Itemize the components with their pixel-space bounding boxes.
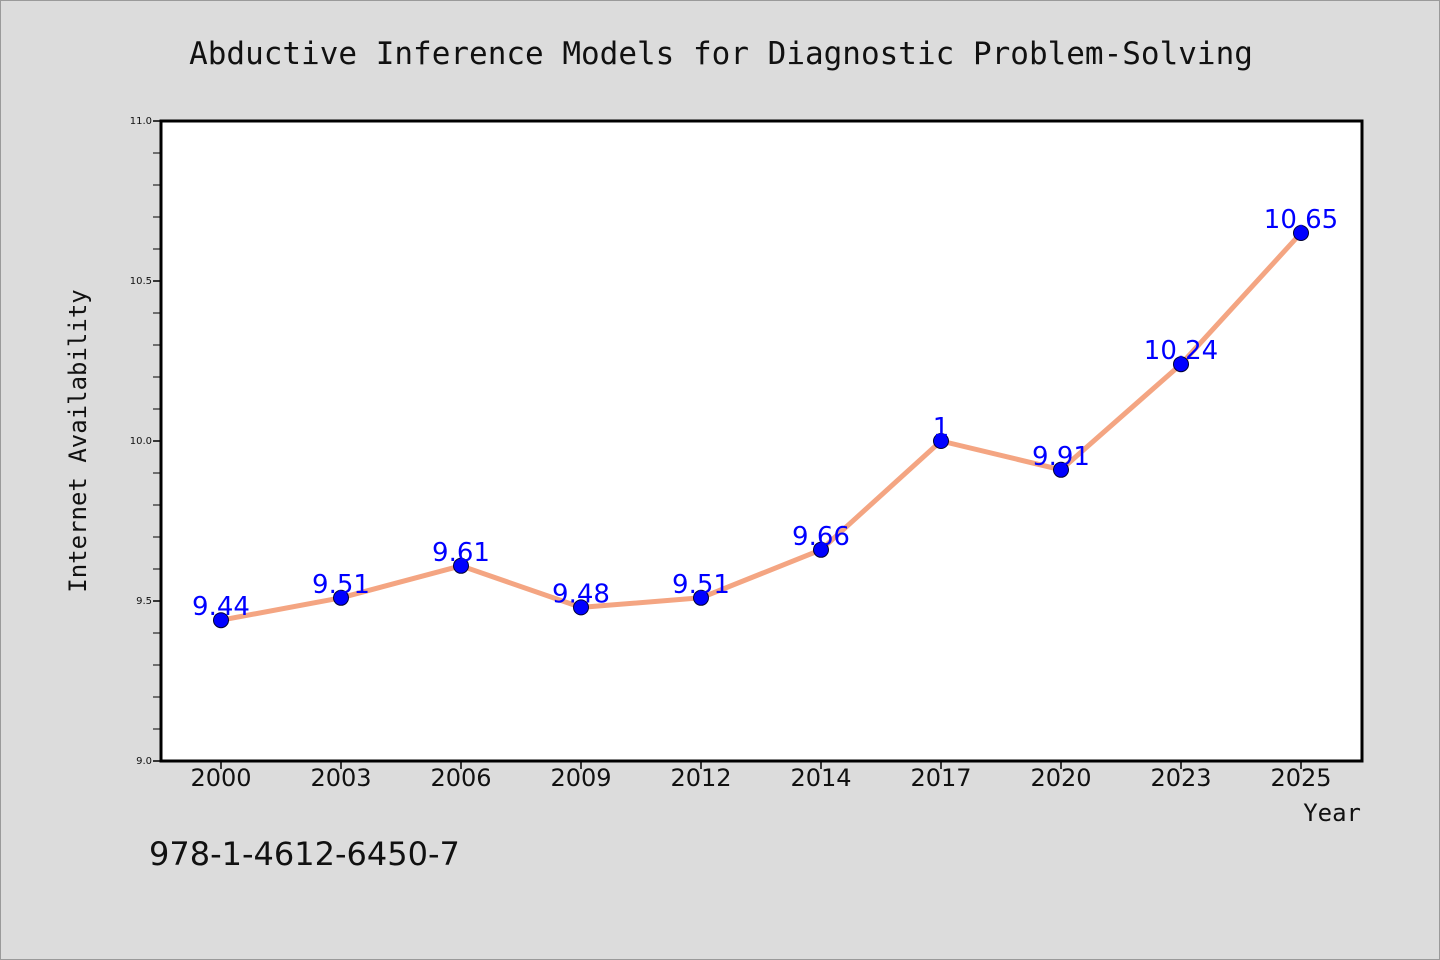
x-axis-label: Year [1303,799,1361,827]
plot-frame [159,119,1364,763]
data-label: 9.66 [792,522,850,552]
data-point-marker [453,557,469,574]
data-point-marker [933,433,949,449]
x-tick-label: 2017 [910,764,971,792]
plot-area [161,121,1362,761]
data-point-marker [1053,461,1069,478]
x-tick-label: 2006 [430,764,491,792]
x-tick-label: 2014 [790,764,851,792]
x-tick-label: 2020 [1030,764,1091,792]
data-point-marker [693,589,709,606]
data-point-marker [333,589,349,606]
data-point-marker [1293,225,1309,241]
data-label: 9.44 [192,592,250,622]
y-tick-label: 10.0 [130,436,152,447]
data-label: 9.48 [552,579,610,609]
data-point-marker [1173,356,1189,373]
y-axis-label: Internet Availability [64,289,92,592]
y-tick-label: 10.5 [130,276,152,287]
data-point-marker [813,541,829,558]
y-axis: 9.0 9.5 10.0 10.5 11.0 [130,116,161,767]
series-layer: 9.44 9.51 9.61 9.48 9.51 9.66 1 9.91 10.24 10.65 [192,205,1338,629]
x-tick-label: 2000 [190,764,251,792]
x-tick-label: 2003 [310,764,371,792]
x-tick-label: 2009 [550,764,611,792]
x-tick-label: 2025 [1270,764,1331,792]
data-label: 9.51 [312,570,370,600]
x-axis: 2000 2003 2006 2009 2012 2014 2017 2020 2023 2025 [190,761,1332,792]
y-tick-label: 9.5 [136,596,152,607]
data-label: 9.61 [432,538,490,568]
y-tick-label: 9.0 [136,756,152,767]
series-line [218,230,1304,623]
data-label: 1 [933,413,950,443]
data-label: 10.24 [1144,336,1218,366]
y-tick-label: 11.0 [130,116,152,127]
chart-title: Abductive Inference Models for Diagnosti… [189,36,1253,72]
x-tick-label: 2012 [670,764,731,792]
data-label: 9.51 [672,570,730,600]
data-label: 9.91 [1032,442,1090,472]
data-point-marker [213,612,229,629]
isbn-text: 978-1-4612-6450-7 [149,835,460,873]
data-label: 10.65 [1264,205,1338,235]
data-point-marker [573,599,589,616]
x-tick-label: 2023 [1150,764,1211,792]
